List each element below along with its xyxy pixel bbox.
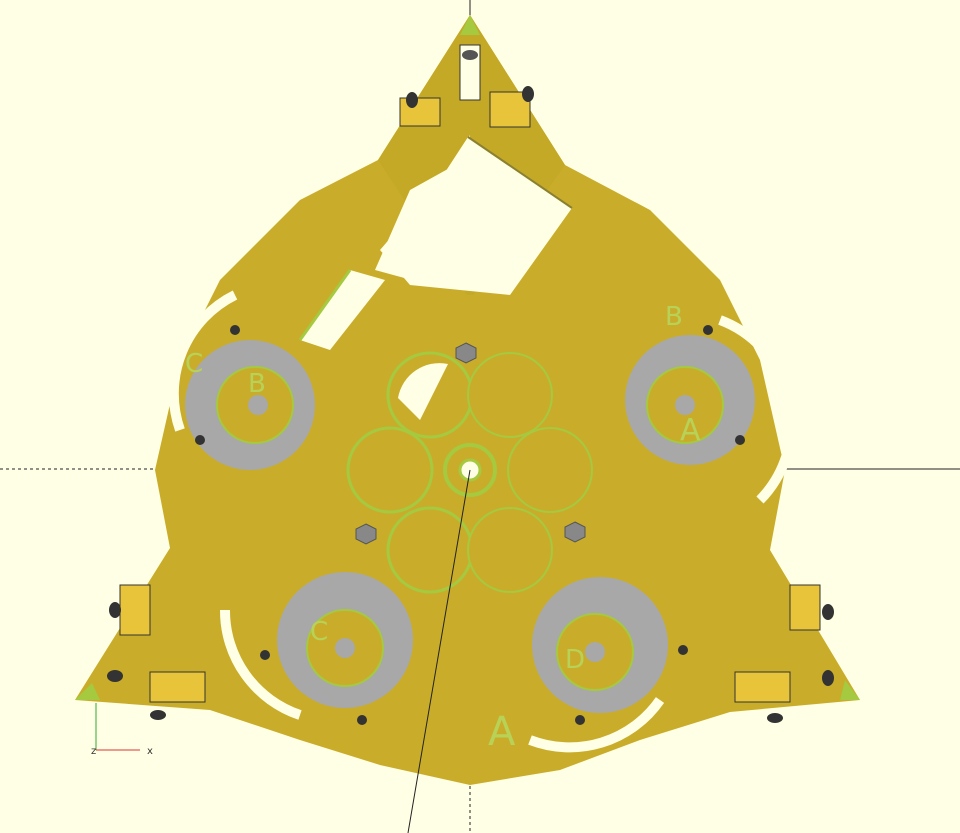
bearing-icon bbox=[107, 584, 206, 720]
axes-indicator: z x bbox=[91, 703, 153, 757]
hex-nut-icon bbox=[564, 521, 586, 543]
view-ray bbox=[407, 469, 471, 833]
screw-icon bbox=[195, 325, 745, 725]
engraving-bottom-right: D bbox=[565, 645, 585, 675]
top-cutouts bbox=[298, 135, 573, 350]
gear-bottom-left bbox=[277, 572, 413, 708]
hex-nut-icon bbox=[455, 342, 477, 364]
z-axis-label: z bbox=[91, 746, 96, 757]
engraving-left-2: B bbox=[248, 369, 266, 399]
gear-right bbox=[625, 335, 755, 465]
x-axis-label: x bbox=[147, 746, 153, 757]
gear-bottom-right bbox=[532, 577, 668, 713]
engraving-left-1: C bbox=[185, 349, 203, 379]
arc-slots bbox=[168, 290, 797, 753]
bearing-icon bbox=[734, 584, 834, 723]
gear-left bbox=[185, 340, 315, 470]
bearing-icon bbox=[399, 44, 534, 128]
engraving-bottom-label: A bbox=[488, 709, 516, 755]
hex-nut-icon bbox=[355, 523, 377, 545]
engraving-right-2: A bbox=[680, 413, 701, 448]
engraving-bottom-left: C bbox=[310, 617, 328, 647]
engraving-right-1: B bbox=[665, 302, 683, 332]
